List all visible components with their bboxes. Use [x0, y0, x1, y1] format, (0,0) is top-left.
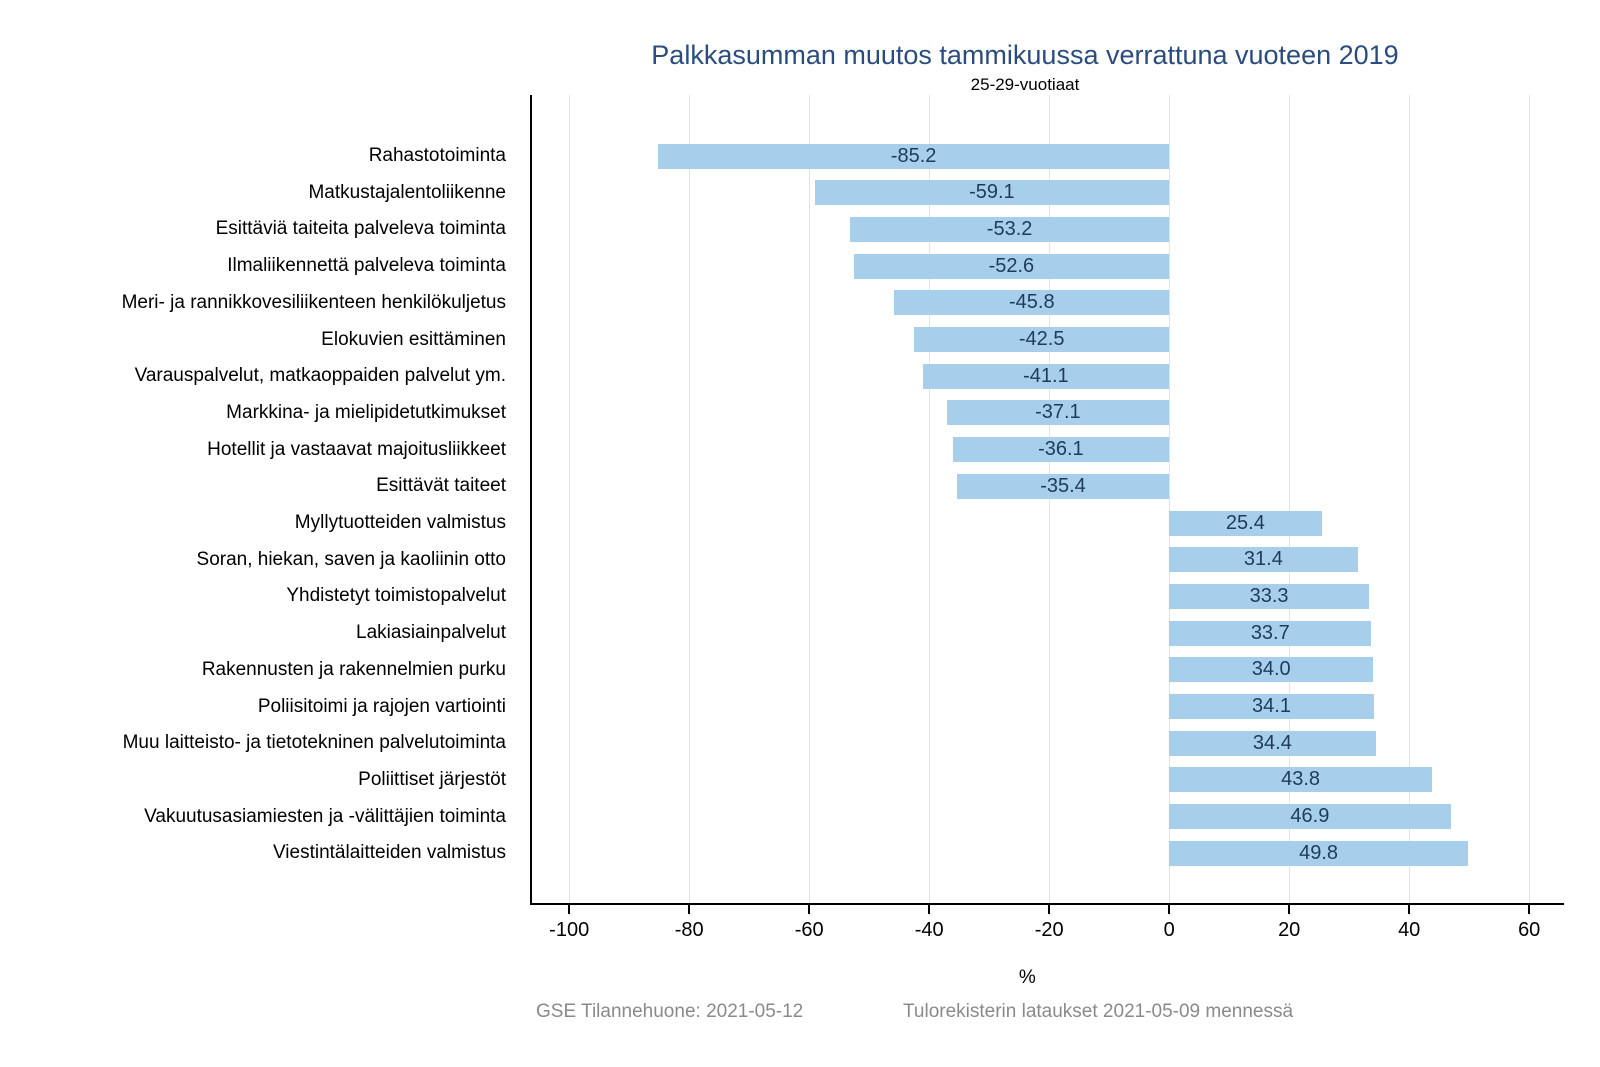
- bar: -85.2: [658, 143, 1170, 169]
- category-label: Soran, hiekan, saven ja kaoliinin otto: [196, 548, 506, 570]
- gridline: [689, 95, 691, 903]
- category-labels: Rahastotoiminta Matkustajalentoliikenne Es…: [0, 95, 506, 903]
- category-label: Myllytuotteiden valmistus: [294, 512, 506, 533]
- category-label: Vakuutusasiamiesten ja -välittäjien toim…: [144, 805, 506, 827]
- bar-value-label: -35.4: [1040, 474, 1086, 497]
- bar-value-label: -52.6: [988, 254, 1035, 277]
- gridline: [1049, 95, 1051, 903]
- x-tick-mark: [928, 905, 931, 914]
- bar: 33.7: [1169, 620, 1372, 646]
- gridline: [929, 95, 931, 903]
- category-label: Markkina- ja mielipidetutkimukset: [226, 401, 506, 423]
- bar-value-label: -59.1: [969, 181, 1015, 204]
- x-tick-label: -40: [914, 919, 944, 941]
- x-tick-mark: [1168, 905, 1171, 914]
- chart-subtitle: 25-29-vuotiaat: [970, 75, 1080, 94]
- x-tick-label: 0: [1163, 919, 1175, 941]
- bar: -59.1: [814, 180, 1170, 206]
- x-tick-label: 40: [1398, 919, 1421, 941]
- bar: -42.5: [914, 327, 1170, 352]
- category-label: Lakiasiainpalvelut: [356, 622, 506, 644]
- bar-value-label: -85.2: [890, 144, 937, 167]
- bar-value-label: 34.1: [1252, 695, 1291, 717]
- bar: 25.4: [1169, 510, 1322, 536]
- x-tick-mark: [568, 905, 571, 914]
- category-label: Rakennusten ja rakennelmien purku: [201, 658, 506, 680]
- bar-value-label: 34.4: [1252, 731, 1292, 754]
- x-tick-mark: [1048, 905, 1051, 914]
- chart-title: Palkkasumman muutos tammikuussa verrattu…: [651, 40, 1399, 70]
- category-label: Matkustajalentoliikenne: [308, 181, 506, 203]
- gridline: [1289, 95, 1291, 903]
- bar: -37.1: [946, 400, 1170, 426]
- x-tick-mark: [1288, 905, 1291, 914]
- bar-value-label: -41.1: [1023, 364, 1069, 387]
- category-label: Esittävät taiteet: [376, 475, 506, 497]
- bar-value-label: -37.1: [1035, 401, 1081, 424]
- bar: -53.2: [850, 216, 1170, 242]
- bar-value-label: 31.4: [1243, 548, 1283, 571]
- bar: 34.0: [1169, 657, 1374, 683]
- x-tick-mark: [688, 905, 691, 914]
- bar-value-label: -45.8: [1008, 291, 1055, 314]
- x-tick-mark: [808, 905, 811, 914]
- bar: -36.1: [952, 437, 1170, 463]
- bar-value-label: -53.2: [986, 217, 1033, 240]
- bar-value-label: -42.5: [1018, 328, 1065, 350]
- plot-area: % -100 -80 -60 -40 -20 0 20 40 60 -85.2 -59.1 -53.2…: [530, 95, 1564, 988]
- category-label: Meri- ja rannikkovesiliikenteen henkilök…: [121, 291, 506, 313]
- bar: -35.4: [956, 473, 1170, 499]
- x-tick-label: 20: [1278, 919, 1301, 941]
- bar-value-label: 46.9: [1290, 805, 1330, 828]
- x-axis-label: %: [1018, 967, 1036, 988]
- category-label: Hotellit ja vastaavat majoitusliikkeet: [207, 438, 506, 460]
- x-tick-mark: [1408, 905, 1411, 914]
- category-label: Ilmaliikennettä palveleva toiminta: [227, 255, 506, 277]
- category-label: Rahastotoiminta: [368, 145, 506, 166]
- bar: -52.6: [853, 253, 1170, 279]
- gridline: [1169, 95, 1171, 903]
- x-tick-label: -60: [794, 919, 824, 941]
- bar: -45.8: [894, 290, 1170, 316]
- category-label: Varauspalvelut, matkaoppaiden palvelut y…: [134, 365, 506, 387]
- bar: 46.9: [1169, 804, 1451, 830]
- gridline: [1409, 95, 1411, 903]
- x-tick-label: -100: [549, 919, 590, 941]
- bar-value-label: 43.8: [1281, 768, 1321, 791]
- category-label: Elokuvien esittäminen: [321, 328, 506, 350]
- bar-value-label: -36.1: [1038, 438, 1084, 461]
- bar-value-label: 34.0: [1251, 658, 1291, 681]
- category-label: Esittäviä taiteita palveleva toiminta: [215, 218, 506, 240]
- bar-value-label: 25.4: [1225, 511, 1265, 534]
- gridline: [809, 95, 811, 903]
- bar-value-label: 33.3: [1249, 584, 1289, 607]
- category-label: Poliittiset järjestöt: [358, 768, 506, 790]
- category-label: Yhdistetyt toimistopalvelut: [286, 585, 506, 607]
- footer-source-left: GSE Tilannehuone: 2021-05-12: [536, 1001, 804, 1022]
- bar: 43.8: [1169, 767, 1432, 793]
- x-tick-label: -80: [674, 919, 704, 941]
- x-tick-mark: [1528, 905, 1531, 914]
- category-label: Poliisitoimi ja rajojen vartiointi: [257, 695, 506, 717]
- bar-value-label: 49.8: [1299, 841, 1339, 864]
- gridline: [1529, 95, 1531, 903]
- category-label: Muu laitteisto- ja tietotekninen palvelu…: [122, 732, 506, 754]
- bar: 33.3: [1169, 583, 1369, 609]
- bar: 34.1: [1169, 694, 1374, 719]
- x-tick-label: -20: [1034, 919, 1064, 941]
- footer-source-right: Tulorekisterin lataukset 2021-05-09 menn…: [903, 1001, 1294, 1022]
- bar-value-label: 33.7: [1250, 621, 1290, 644]
- bar: 34.4: [1169, 730, 1376, 756]
- x-tick-label: 60: [1518, 919, 1541, 941]
- bar: -41.1: [922, 363, 1170, 389]
- bar: 49.8: [1169, 840, 1468, 866]
- bar: 31.4: [1169, 547, 1358, 573]
- gridline: [569, 95, 571, 903]
- category-label: Viestintälaitteiden valmistus: [272, 842, 506, 864]
